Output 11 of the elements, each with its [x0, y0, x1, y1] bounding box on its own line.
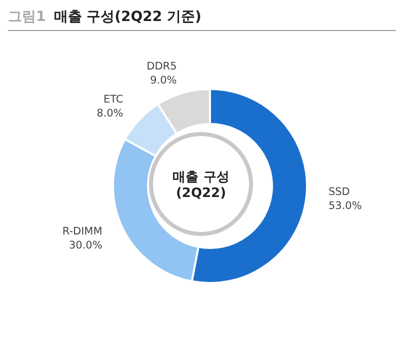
chart-title: 그림1 매출 구성(2Q22 기준) [8, 9, 202, 25]
slice-label: R-DIMM [62, 226, 102, 238]
text: (2Q22) [176, 186, 226, 200]
text: 매출 구성 [172, 168, 230, 186]
slice-label: SSD [328, 186, 350, 198]
data-label: 9.0% [150, 74, 177, 87]
data-label: 8.0% [96, 108, 124, 120]
data-label: 30.0% [68, 240, 102, 252]
data-label: 53.0% [328, 200, 362, 212]
slice-label: ETC [103, 94, 124, 106]
slice-label: DDR5 [146, 60, 177, 73]
